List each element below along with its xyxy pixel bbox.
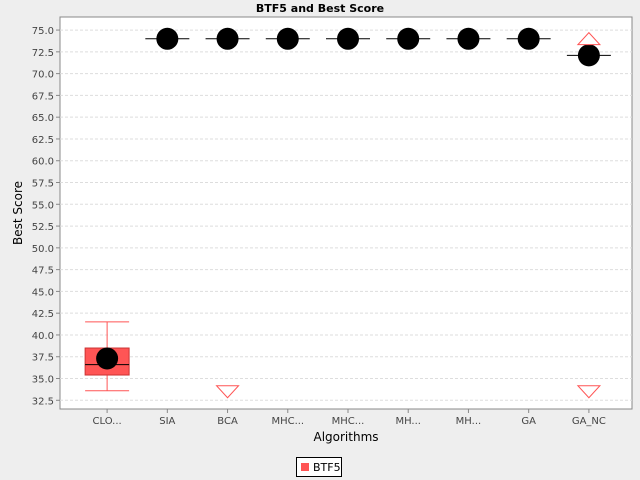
mean-marker: [216, 27, 239, 50]
box-plots: [84, 27, 611, 399]
y-tick-label: 55.0: [32, 200, 54, 211]
y-tick-label: 40.0: [32, 331, 54, 342]
x-tick-label: MHC...: [332, 416, 365, 427]
x-tick-label: GA: [521, 416, 536, 427]
x-axis-ticks: CLO... SIA BCA MHC... MHC... MH... MH... GA GA_N…: [93, 409, 606, 427]
y-tick-label: 35.0: [32, 375, 54, 386]
y-tick-label: 32.5: [32, 396, 54, 407]
x-tick-label: MHC...: [271, 416, 304, 427]
legend: BTF5: [296, 457, 342, 477]
y-tick-label: 65.0: [32, 113, 54, 124]
chart-title: BTF5 and Best Score: [256, 2, 384, 15]
y-tick-label: 70.0: [32, 70, 54, 81]
mean-marker: [517, 27, 540, 50]
mean-marker: [96, 347, 119, 370]
y-tick-label: 67.5: [32, 91, 54, 102]
x-tick-label: MH...: [456, 416, 482, 427]
y-tick-label: 62.5: [32, 135, 54, 146]
mean-marker: [397, 27, 420, 50]
x-axis-label: Algorithms: [313, 430, 378, 444]
outlier-above-marker: [576, 31, 602, 46]
y-tick-label: 37.5: [32, 353, 54, 364]
mean-marker: [577, 44, 600, 67]
box-group: [326, 27, 370, 50]
y-axis-ticks: 32.5 35.0 37.5 40.0 42.5 45.0 47.5 50.0 52.5 55.0…: [32, 26, 60, 407]
y-tick-label: 75.0: [32, 26, 54, 37]
y-tick-label: 45.0: [32, 287, 54, 298]
mean-marker: [276, 27, 299, 50]
box-group: [566, 31, 611, 399]
y-tick-label: 72.5: [32, 48, 54, 59]
x-tick-label: SIA: [159, 416, 175, 427]
mean-marker: [156, 27, 179, 50]
box-group: [265, 27, 310, 50]
legend-swatch: [301, 463, 309, 471]
y-tick-label: 60.0: [32, 157, 54, 168]
outlier-below-marker: [215, 385, 240, 399]
x-tick-label: BCA: [217, 416, 238, 427]
y-tick-label: 50.0: [32, 244, 54, 255]
mean-marker: [457, 27, 480, 50]
legend-label: BTF5: [313, 460, 341, 474]
x-tick-label: CLO...: [93, 416, 122, 427]
box-group: [386, 27, 431, 50]
x-tick-label: GA_NC: [572, 416, 606, 427]
mean-marker: [337, 27, 359, 50]
y-axis-label: Best Score: [11, 181, 25, 245]
box-group: [205, 27, 250, 399]
box-group: [145, 27, 190, 50]
outlier-below-marker: [576, 385, 602, 399]
y-tick-label: 42.5: [32, 309, 54, 320]
box-group: [446, 27, 491, 50]
x-tick-label: MH...: [395, 416, 421, 427]
box-group: [84, 321, 130, 392]
y-tick-label: 57.5: [32, 179, 54, 190]
plot-area: [59, 16, 633, 410]
y-tick-label: 47.5: [32, 266, 54, 277]
box-group: [506, 27, 551, 50]
y-tick-label: 52.5: [32, 222, 54, 233]
